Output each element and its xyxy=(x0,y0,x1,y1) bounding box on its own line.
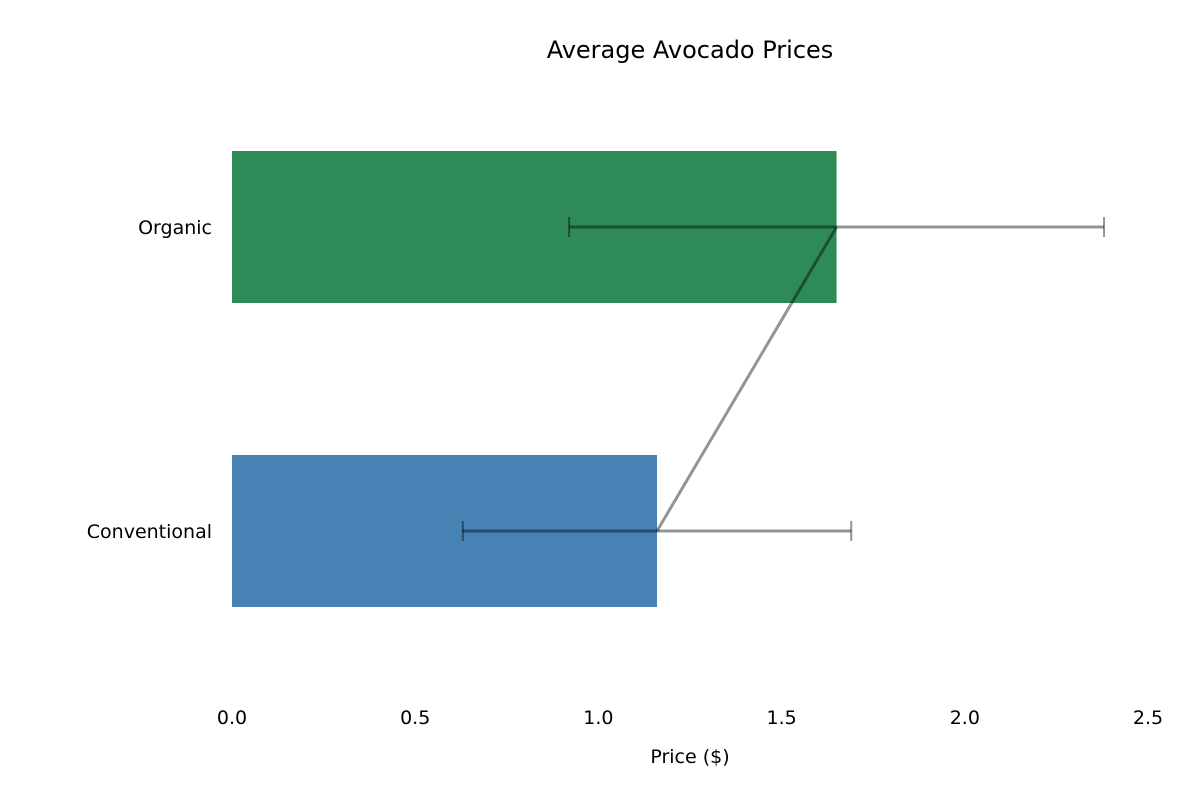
bar-organic xyxy=(232,151,837,303)
error-bar xyxy=(461,521,853,541)
chart-title: Average Avocado Prices xyxy=(547,36,834,64)
y-tick-labels: Organic Conventional xyxy=(87,217,212,543)
connecting-line xyxy=(655,226,838,532)
y-tick-label: Conventional xyxy=(87,521,212,543)
bar-conventional xyxy=(232,455,658,607)
x-axis-label: Price ($) xyxy=(650,746,729,768)
x-tick-label: 1.0 xyxy=(583,707,613,729)
x-tick-label: 0.0 xyxy=(217,707,247,729)
x-tick-label: 2.0 xyxy=(950,707,980,729)
bars-group xyxy=(232,151,837,607)
x-tick-label: 2.5 xyxy=(1133,707,1163,729)
x-tick-labels: 0.0 0.5 1.0 1.5 2.0 2.5 xyxy=(217,707,1163,729)
x-tick-label: 1.5 xyxy=(766,707,796,729)
error-bars-group xyxy=(461,217,1106,541)
error-bar xyxy=(568,217,1106,237)
y-tick-label: Organic xyxy=(138,217,212,239)
x-tick-label: 0.5 xyxy=(400,707,430,729)
